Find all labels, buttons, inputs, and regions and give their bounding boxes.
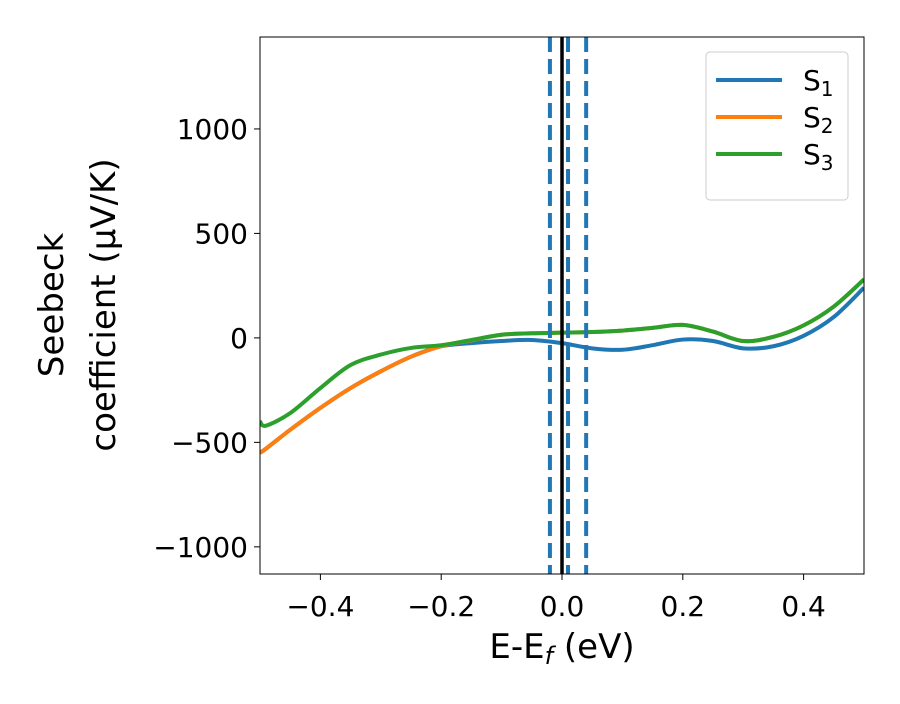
y-tick-label: 1000 [177, 113, 248, 146]
y-tick-label: 500 [195, 217, 248, 250]
x-tick-label: 0.4 [781, 590, 826, 623]
x-axis: −0.4 −0.2 0.0 0.2 0.4 [286, 574, 826, 623]
legend-box [705, 51, 849, 201]
x-axis-label: E-Ef (eV) [489, 627, 634, 670]
legend-label-S3: S3 [803, 138, 834, 175]
y-axis-label-line2: coefficient (μV/K) [84, 158, 124, 451]
series-line-S3 [260, 277, 864, 428]
legend-label-S2: S2 [803, 101, 834, 138]
y-axis: −1000 −500 0 500 1000 [153, 113, 260, 564]
y-axis-label-line1: Seebeck [32, 233, 72, 378]
plot-lines [260, 37, 864, 574]
legend-label-S1: S1 [803, 64, 834, 101]
x-tick-label: 0.0 [540, 590, 585, 623]
y-tick-label: 0 [230, 322, 248, 355]
x-tick-label: 0.2 [661, 590, 706, 623]
y-tick-label: −500 [171, 426, 248, 459]
x-tick-label: −0.4 [286, 590, 354, 623]
x-tick-label: −0.2 [407, 590, 475, 623]
y-axis-label: Seebeck coefficient (μV/K) [32, 158, 124, 451]
y-tick-label: −1000 [153, 531, 248, 564]
